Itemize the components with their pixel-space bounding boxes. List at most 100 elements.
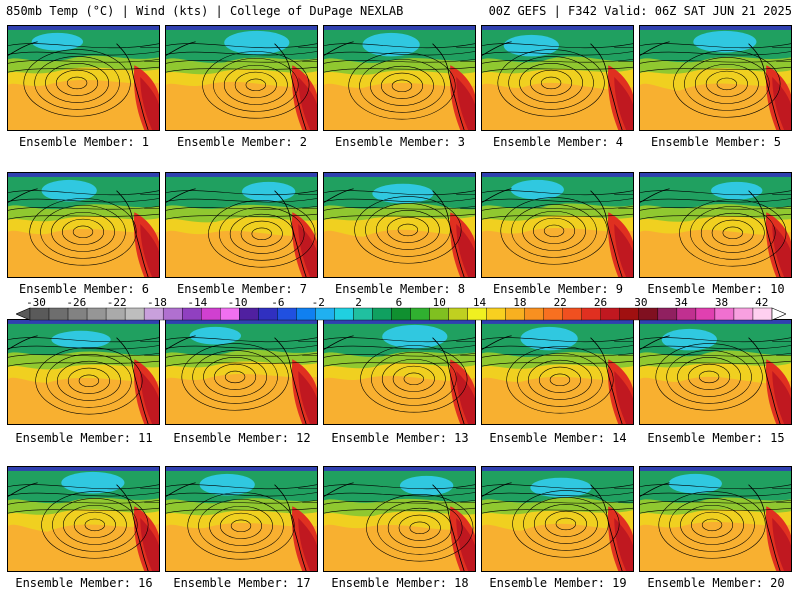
ensemble-member-label: Ensemble Member: 13 (331, 431, 469, 445)
ensemble-map-panel (323, 466, 476, 572)
ensemble-map-panel (7, 319, 160, 425)
colorbar-swatch (201, 307, 221, 321)
colorbar-swatch (543, 307, 563, 321)
colorbar-tick-label: -22 (106, 296, 127, 309)
temperature-map (8, 467, 159, 571)
ensemble-member-label: Ensemble Member: 7 (176, 282, 308, 296)
colorbar-tick-label: 34 (674, 296, 688, 309)
ensemble-member-label: Ensemble Member: 2 (176, 135, 308, 149)
temperature-map (482, 467, 633, 571)
run-valid-time: 00Z GEFS | F342 Valid: 06Z SAT JUN 21 20… (488, 4, 792, 18)
temperature-map (640, 467, 791, 571)
colorbar-swatch (124, 307, 145, 321)
temperature-map (324, 173, 475, 277)
ensemble-member-label: Ensemble Member: 11 (15, 431, 153, 445)
colorbar-swatch (676, 307, 697, 321)
colorbar-tick-label: -10 (227, 296, 248, 309)
ensemble-map-panel (639, 172, 792, 278)
ensemble-member-label: Ensemble Member: 17 (173, 576, 311, 590)
colorbar-swatch (220, 307, 240, 321)
ensemble-member-label: Ensemble Member: 18 (331, 576, 469, 590)
colorbar-tick-label: 14 (472, 296, 487, 309)
colorbar-tick-label: 2 (355, 296, 362, 309)
ensemble-member-label: Ensemble Member: 8 (334, 282, 466, 296)
ensemble-map-panel (7, 172, 160, 278)
ensemble-map-panel (323, 172, 476, 278)
ensemble-member-label: Ensemble Member: 4 (492, 135, 624, 149)
ensemble-member-label: Ensemble Member: 20 (647, 576, 785, 590)
ensemble-map-panel (7, 25, 160, 131)
colorbar-swatch (86, 307, 107, 321)
colorbar-swatch (67, 307, 88, 321)
temperature-map (482, 320, 633, 424)
ensemble-member-label: Ensemble Member: 16 (15, 576, 153, 590)
ensemble-map-panel (165, 172, 318, 278)
temperature-map (166, 173, 317, 277)
colorbar-tick-label: -14 (187, 296, 208, 309)
ensemble-member-label: Ensemble Member: 15 (647, 431, 785, 445)
colorbar-swatch (657, 307, 678, 321)
colorbar-swatch (714, 307, 735, 321)
colorbar-swatch (486, 307, 506, 321)
ensemble-map-panel (639, 319, 792, 425)
ensemble-member-label: Ensemble Member: 14 (489, 431, 627, 445)
colorbar-tick-label: 42 (755, 296, 769, 309)
ensemble-map-panel (165, 466, 318, 572)
colorbar-swatch (733, 307, 754, 321)
ensemble-member-label: Ensemble Member: 1 (18, 135, 150, 149)
colorbar-swatch (619, 307, 640, 321)
temperature-map (482, 26, 633, 130)
colorbar-swatch (162, 307, 183, 321)
colorbar-swatch (29, 307, 50, 321)
temperature-map (166, 467, 317, 571)
colorbar-swatch (638, 307, 659, 321)
colorbar-tick-label: -26 (66, 296, 87, 309)
ensemble-map-panel (7, 466, 160, 572)
temperature-map (324, 467, 475, 571)
temperature-map (166, 320, 317, 424)
ensemble-map-panel (165, 319, 318, 425)
ensemble-member-label: Ensemble Member: 10 (647, 282, 785, 296)
temperature-map (640, 173, 791, 277)
colorbar-tick-label: -2 (311, 296, 325, 309)
ensemble-member-label: Ensemble Member: 3 (334, 135, 466, 149)
temperature-map (324, 26, 475, 130)
ensemble-map-panel (481, 25, 634, 131)
colorbar-swatch (410, 307, 430, 321)
colorbar-swatch (695, 307, 716, 321)
colorbar-swatch (448, 307, 468, 321)
temperature-map (640, 26, 791, 130)
colorbar-tick-label: -30 (26, 296, 46, 309)
colorbar-swatch (429, 307, 449, 321)
colorbar-tick-label: 18 (513, 296, 527, 309)
ensemble-member-label: Ensemble Member: 6 (18, 282, 150, 296)
colorbar-tick-label: -18 (147, 296, 167, 309)
colorbar-tick-label: 10 (432, 296, 446, 309)
temperature-colorbar (16, 307, 786, 321)
ensemble-member-label: Ensemble Member: 5 (650, 135, 782, 149)
ensemble-map-panel (323, 319, 476, 425)
colorbar-swatch (258, 307, 278, 321)
temperature-map (640, 320, 791, 424)
temperature-map (8, 173, 159, 277)
colorbar-tick-label: 26 (593, 296, 608, 309)
colorbar-swatch (182, 307, 202, 321)
colorbar-swatch (600, 307, 620, 321)
ensemble-map-panel (481, 466, 634, 572)
temperature-map (482, 173, 633, 277)
colorbar-swatch (581, 307, 601, 321)
colorbar-tick-label: 30 (634, 296, 648, 309)
colorbar-swatch (524, 307, 544, 321)
ensemble-map-panel (481, 172, 634, 278)
colorbar-swatch (296, 307, 316, 321)
colorbar-swatch (752, 307, 773, 321)
ensemble-member-label: Ensemble Member: 12 (173, 431, 311, 445)
ensemble-map-panel (323, 25, 476, 131)
colorbar-swatch (105, 307, 126, 321)
temperature-map (324, 320, 475, 424)
ensemble-map-panel (165, 25, 318, 131)
temperature-map (166, 26, 317, 130)
colorbar-swatch (391, 307, 411, 321)
temperature-map (8, 26, 159, 130)
